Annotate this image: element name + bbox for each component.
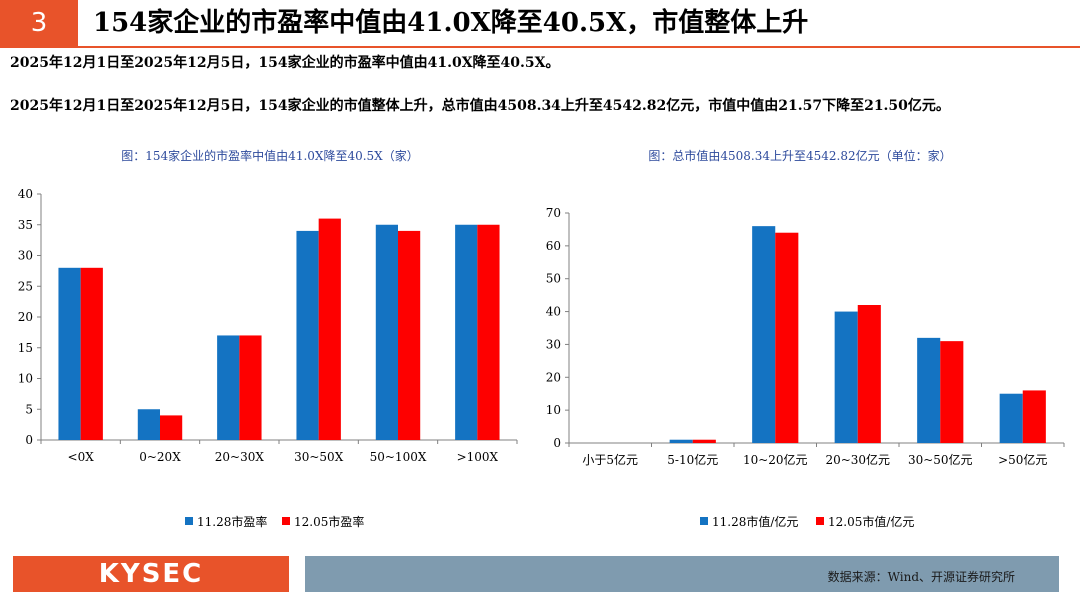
bar-series2 (160, 415, 183, 440)
bar-series1 (834, 311, 858, 443)
y-tick-label: 20 (546, 370, 561, 384)
x-tick-label: >100X (457, 450, 499, 464)
bar-series1 (217, 335, 240, 440)
chart-title-market-cap: 图：总市值由4508.34上升至4542.82亿元（单位：家） (648, 149, 952, 163)
legend-swatch (700, 517, 708, 525)
x-tick-label: <0X (68, 450, 95, 464)
bar-series1 (999, 393, 1023, 443)
x-tick-label: 5-10亿元 (667, 452, 718, 467)
y-tick-label: 30 (18, 249, 33, 263)
x-tick-label: 小于5亿元 (582, 452, 638, 467)
pe-bar-chart: 0 5 10 15 20 25 30 35 40 <0X 0~20X 20~30X 30~50X 50~1… (18, 187, 518, 529)
x-tick-label: 50~100X (370, 450, 427, 464)
title-divider (0, 46, 1080, 48)
y-tick-label: 50 (546, 272, 561, 286)
y-tick-label: 60 (546, 239, 561, 253)
slide-title: 154家企业的市盈率中值由41.0X降至40.5X，市值整体上升 (93, 8, 809, 38)
bar-series2 (692, 439, 716, 443)
legend-label: 12.05市值/亿元 (828, 514, 914, 529)
bar-series2 (398, 230, 421, 440)
bar-series2 (857, 305, 881, 443)
bar-series1 (752, 226, 776, 443)
x-tick-label: 30~50亿元 (908, 452, 973, 467)
bar-series1 (296, 230, 319, 440)
bar-series2 (239, 335, 262, 440)
x-tick-label: 30~50X (294, 450, 344, 464)
bar-series1 (375, 224, 398, 440)
market-cap-bar-chart: 0 10 20 30 40 50 60 70 小于5亿元 5-10亿元 10~20亿元 20~30亿元… (546, 206, 1065, 529)
bar-series1 (669, 439, 693, 443)
y-tick-label: 5 (25, 402, 33, 416)
summary-paragraph-pe: 2025年12月1日至2025年12月5日，154家企业的市盈率中值由41.0X… (10, 55, 560, 71)
data-source: 数据来源：Wind、开源证券研究所 (827, 570, 1015, 584)
bar-series2 (775, 232, 799, 443)
bar-series2 (1022, 390, 1046, 443)
logo-text: KYSEC (98, 559, 204, 589)
y-tick-label: 20 (18, 310, 33, 324)
legend-swatch (816, 517, 824, 525)
legend-label: 11.28市值/亿元 (712, 514, 798, 529)
legend-swatch (185, 517, 193, 525)
bar-series1 (58, 267, 81, 440)
x-tick-label: 20~30亿元 (825, 452, 890, 467)
y-tick-label: 40 (18, 187, 33, 201)
legend-swatch (282, 517, 290, 525)
x-tick-label: 10~20亿元 (743, 452, 808, 467)
footer-bar: 数据来源：Wind、开源证券研究所 (305, 556, 1059, 592)
legend-label: 12.05市盈率 (294, 514, 364, 529)
x-tick-label: >50亿元 (998, 452, 1047, 467)
y-tick-label: 70 (546, 206, 561, 220)
summary-paragraph-market-cap: 2025年12月1日至2025年12月5日，154家企业的市值整体上升，总市值由… (10, 98, 950, 114)
kysec-logo: KYSEC (13, 556, 289, 592)
y-tick-label: 10 (18, 372, 33, 386)
y-tick-label: 35 (18, 218, 33, 232)
y-tick-label: 30 (546, 337, 561, 351)
y-tick-label: 25 (18, 279, 33, 293)
bar-series1 (917, 337, 941, 443)
bar-series1 (137, 409, 160, 440)
bar-series2 (477, 224, 500, 440)
title-bar: 3 154家企业的市盈率中值由41.0X降至40.5X，市值整体上升 (0, 0, 1080, 46)
bar-series2 (940, 341, 964, 443)
bar-series2 (318, 218, 341, 440)
y-tick-label: 0 (25, 433, 33, 447)
y-tick-label: 10 (546, 403, 561, 417)
bar-series2 (80, 267, 103, 440)
bar-series1 (455, 224, 478, 440)
x-tick-label: 20~30X (215, 450, 265, 464)
y-tick-label: 15 (18, 341, 33, 355)
y-tick-label: 0 (553, 436, 561, 450)
y-tick-label: 40 (546, 305, 561, 319)
x-tick-label: 0~20X (139, 450, 181, 464)
slide-number: 3 (0, 0, 78, 46)
chart-title-pe: 图：154家企业的市盈率中值由41.0X降至40.5X（家） (121, 149, 419, 163)
legend-label: 11.28市盈率 (197, 514, 267, 529)
